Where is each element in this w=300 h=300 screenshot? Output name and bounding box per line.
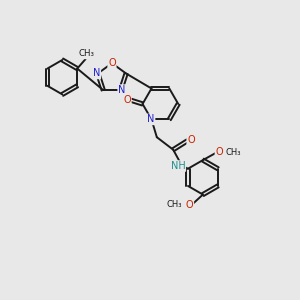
Text: O: O	[215, 147, 223, 157]
Text: O: O	[123, 95, 131, 105]
Text: CH₃: CH₃	[78, 50, 94, 58]
Text: N: N	[93, 68, 100, 79]
Text: O: O	[108, 58, 116, 68]
Text: CH₃: CH₃	[226, 148, 241, 157]
Text: N: N	[118, 85, 126, 95]
Text: CH₃: CH₃	[167, 200, 182, 209]
Text: NH: NH	[171, 161, 185, 171]
Text: O: O	[187, 135, 195, 145]
Text: N: N	[147, 114, 155, 124]
Text: O: O	[186, 200, 193, 210]
